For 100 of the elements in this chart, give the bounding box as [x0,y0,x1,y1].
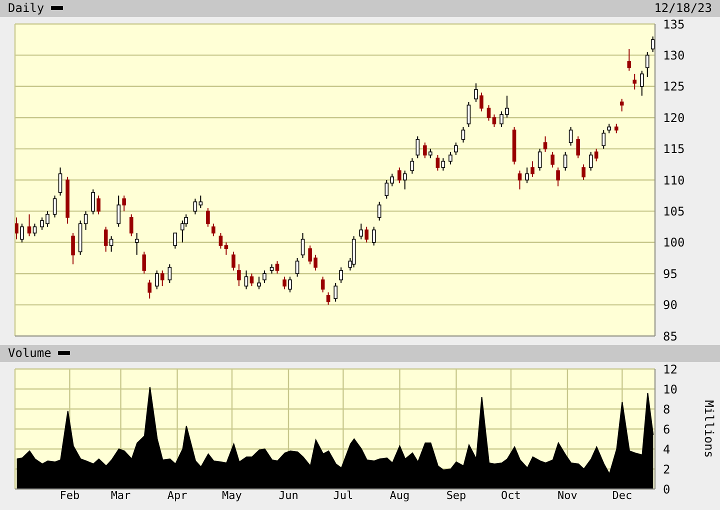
candlestick [576,136,580,159]
x-tick-label: Mar [110,488,132,502]
y-tick-label: 10 [663,382,678,396]
candlestick [461,126,466,144]
candlestick [300,232,305,258]
candlestick [134,232,139,256]
candlestick [104,226,108,252]
candlestick [15,216,18,240]
candlestick [594,148,598,162]
candlestick [563,151,568,172]
candlestick [320,276,325,293]
candlestick [614,123,618,134]
candlestick [339,266,343,284]
y-tick-label: 85 [663,329,678,344]
x-tick-label: Nov [558,488,578,502]
candlestick [282,276,286,290]
candlestick [620,98,624,112]
y-tick-label: 125 [663,80,685,94]
candlestick [27,214,32,237]
x-tick-label: Dec [612,488,632,502]
y-tick-label: 2 [663,462,670,476]
candlestick [627,48,632,72]
candlestick [364,226,368,243]
candlestick [402,170,407,190]
candlestick [550,151,554,168]
y-tick-label: 8 [663,402,670,416]
candlestick [20,223,24,243]
candlestick [650,36,655,53]
candlestick [474,82,478,102]
chart-title: Volume [8,346,52,360]
candlestick [640,70,644,96]
candlestick [198,195,203,209]
candlestick [538,148,542,172]
y-tick-label: 100 [663,236,685,250]
candlestick [129,214,134,237]
candlestick [270,264,274,274]
y-tick-label: 110 [663,173,685,188]
candlestick [372,226,376,246]
candlestick [423,142,427,159]
x-tick-label: May [222,488,242,502]
candlestick [288,276,292,293]
candlestick [518,170,522,190]
candlestick [582,164,586,180]
x-tick-label: Aug [390,488,410,502]
candlestick [84,210,88,230]
candlestick [116,195,121,228]
x-tick-label: Jul [333,488,354,502]
y-tick-label: 12 [663,362,678,376]
candlestick [530,160,534,178]
candlestick [224,242,228,256]
candlestick [275,260,280,274]
candlestick [359,223,364,240]
candlestick [206,208,210,228]
y-tick-label: 90 [663,298,678,312]
candlestick [416,136,420,159]
candlestick [436,154,440,172]
candlestick [556,167,560,187]
chart-title: Daily [8,1,44,15]
x-tick-label: Apr [167,488,188,502]
x-tick-label: Feb [60,488,80,502]
candlestick [109,236,114,252]
candlestick [448,151,452,165]
candlestick [232,251,236,271]
x-tick-label: Sep [446,488,466,502]
candlestick [441,158,446,172]
candlestick [155,270,159,290]
y-tick-label: 95 [663,266,678,281]
y-tick-label: 105 [663,204,685,218]
candlestick [58,167,62,196]
y-tick-label: 135 [663,17,685,32]
y-tick-label: 115 [663,142,685,156]
y-tick-label: 4 [663,442,670,456]
x-tick-label: Oct [501,488,521,502]
y-tick-label: 6 [663,422,670,436]
candlestick [645,52,650,78]
candlestick [428,148,432,159]
candlestick [492,114,496,128]
candlestick [257,276,261,290]
candlestick [71,232,75,265]
candlestick [466,102,471,128]
y-tick-label: 130 [663,48,685,62]
candlestick [454,142,458,156]
candlestick [334,282,338,302]
candlestick [237,264,241,287]
candlestick [480,92,484,112]
y-tick-label: 120 [663,110,685,125]
candlestick [122,195,126,212]
candlestick [173,232,178,250]
candlestick [588,151,593,172]
candlestick [142,251,146,274]
candlestick [632,73,637,90]
candlestick [568,126,573,146]
y-axis-title: Millions [702,400,716,458]
candlestick [193,198,198,215]
x-tick-label: Jun [278,488,298,502]
candlestick [486,104,491,122]
candlestick [52,195,57,218]
y-tick-label: 0 [663,482,670,496]
candlestick [32,223,37,237]
candlestick [410,158,414,174]
